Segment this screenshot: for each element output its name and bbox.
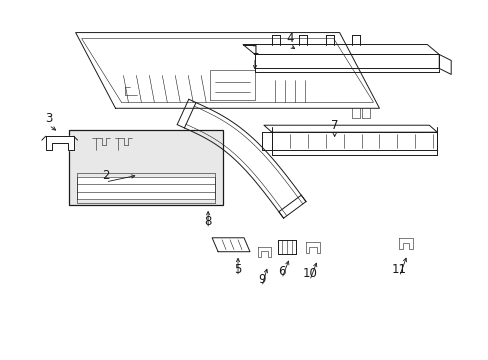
Text: 9: 9 [258, 273, 265, 286]
Polygon shape [438, 54, 450, 75]
Text: 2: 2 [102, 168, 109, 181]
Text: 5: 5 [234, 263, 241, 276]
Polygon shape [271, 132, 436, 150]
Polygon shape [258, 247, 270, 257]
Bar [68, 130, 223, 205]
Polygon shape [254, 54, 438, 68]
Text: 6: 6 [278, 265, 285, 278]
Text: 11: 11 [391, 263, 406, 276]
Text: 7: 7 [330, 119, 338, 132]
Text: 1: 1 [251, 44, 258, 57]
Polygon shape [77, 177, 215, 199]
Text: 4: 4 [285, 32, 293, 45]
Polygon shape [210, 71, 254, 100]
Polygon shape [399, 238, 412, 249]
Polygon shape [46, 136, 74, 150]
Text: 10: 10 [302, 267, 317, 280]
Polygon shape [212, 238, 249, 252]
Text: 8: 8 [204, 215, 211, 228]
Polygon shape [264, 125, 436, 132]
Polygon shape [243, 45, 438, 54]
Polygon shape [305, 242, 319, 253]
Polygon shape [76, 32, 379, 108]
Text: 3: 3 [45, 112, 52, 125]
